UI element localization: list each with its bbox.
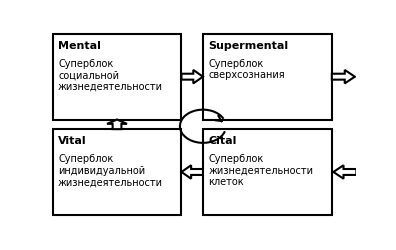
Text: Суперблок
жизнедеятельности
клеток: Суперблок жизнедеятельности клеток — [208, 154, 314, 187]
Bar — [203, 34, 332, 120]
Bar — [203, 129, 332, 215]
Text: Vital: Vital — [58, 136, 87, 146]
Text: Mental: Mental — [58, 40, 101, 50]
Text: Суперблок
индивидуальной
жизнедеятельности: Суперблок индивидуальной жизнедеятельнос… — [58, 154, 163, 187]
Text: Supermental: Supermental — [208, 40, 289, 50]
Polygon shape — [332, 70, 355, 84]
Bar — [53, 129, 181, 215]
Polygon shape — [107, 120, 127, 129]
Polygon shape — [181, 165, 203, 179]
Bar — [53, 34, 181, 120]
Polygon shape — [181, 70, 203, 84]
Text: Cital: Cital — [208, 136, 237, 146]
Polygon shape — [333, 165, 356, 179]
Text: Суперблок
социальной
жизнедеятельности: Суперблок социальной жизнедеятельности — [58, 59, 163, 92]
Text: Суперблок
сверхсознания: Суперблок сверхсознания — [208, 59, 285, 80]
